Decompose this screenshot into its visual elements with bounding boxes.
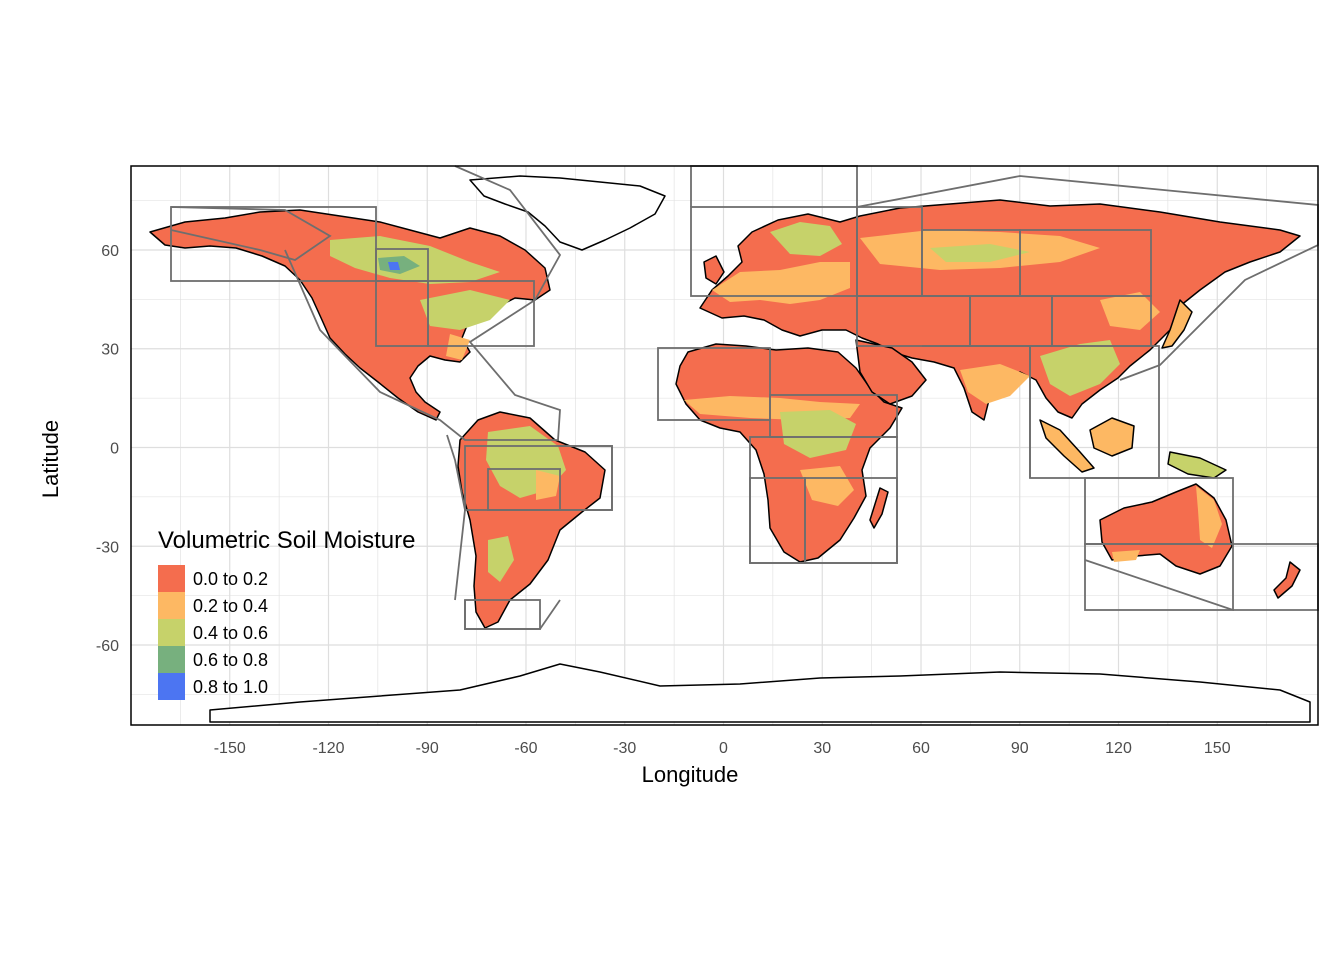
legend-label: 0.8 to 1.0 [193,677,268,697]
legend-swatch [158,673,185,700]
legend-label: 0.4 to 0.6 [193,623,268,643]
patch-canada-wet [378,256,420,274]
x-tick-label: -150 [214,740,246,757]
patch-australia-south [1112,550,1140,562]
x-tick-label: 90 [1011,740,1029,757]
land-sumatra [1039,419,1095,473]
region-outline [1084,559,1234,611]
region-box [804,477,898,564]
land-borneo [1089,417,1135,457]
patch-scandinavia [770,222,842,256]
land-greenland [469,175,666,251]
y-tick-label: -30 [96,539,119,556]
patch-eastern-us-dry [446,334,470,360]
x-axis-title: Longitude [642,762,739,787]
land-great-britain [703,255,725,285]
y-axis-title: Latitude [38,420,63,498]
x-tick-label: 120 [1105,740,1132,757]
patch-india [960,364,1030,404]
region-box [375,280,429,347]
patch-southern-africa [800,466,854,506]
legend-swatch [158,646,185,673]
patch-east-asia [1040,340,1120,396]
region-box [657,347,771,421]
y-axis-ticks: 60 30 0 -30 -60 [96,243,119,655]
patch-canada-saturated [388,262,400,270]
legend: Volumetric Soil Moisture 0.0 to 0.2 0.2 t… [158,527,415,700]
patch-patagonia [488,536,514,582]
region-box [487,468,561,511]
x-tick-label: 0 [719,740,728,757]
y-tick-label: -60 [96,638,119,655]
legend-label: 0.0 to 0.2 [193,569,268,589]
region-outline [464,599,561,630]
region-outlines [170,165,1319,630]
region-outline [446,434,466,601]
x-tick-label: 30 [813,740,831,757]
patch-australia-coast [1196,486,1222,548]
patch-siberia-moist [930,244,1030,262]
legend-swatch [158,592,185,619]
patch-amazon-dry [536,470,560,500]
patch-eastern-us [420,290,510,330]
land-madagascar [869,487,889,529]
legend-title: Volumetric Soil Moisture [158,527,415,554]
x-axis-ticks: -150 -120 -90 -60 -30 0 30 60 90 120 150 [214,740,1231,757]
region-box [1084,543,1234,611]
patch-east-asia-dry [1100,292,1160,330]
legend-swatch [158,565,185,592]
region-outline [560,445,613,511]
moisture-patches [330,222,1222,582]
x-tick-label: -120 [312,740,344,757]
legend-label: 0.6 to 0.8 [193,650,268,670]
region-outline [170,206,332,261]
land-antarctica [209,663,1311,723]
panel-border [130,165,1319,726]
land-new-zealand [1273,561,1301,599]
legend-label: 0.2 to 0.4 [193,596,268,616]
x-tick-label: 150 [1204,740,1231,757]
x-tick-label: -90 [416,740,439,757]
x-tick-label: 60 [912,740,930,757]
patch-europe [712,262,850,304]
legend-swatch [158,619,185,646]
x-tick-label: -60 [514,740,537,757]
region-outline [284,165,562,441]
y-tick-label: 30 [101,342,119,359]
region-outline [922,345,1031,478]
patch-canada [330,236,500,284]
region-box [170,206,377,282]
patch-central-africa [780,410,856,458]
land-arabia [855,339,927,405]
land-japan [1161,299,1193,349]
y-tick-label: 60 [101,243,119,260]
x-tick-label: -30 [613,740,636,757]
y-tick-label: 0 [110,441,119,458]
